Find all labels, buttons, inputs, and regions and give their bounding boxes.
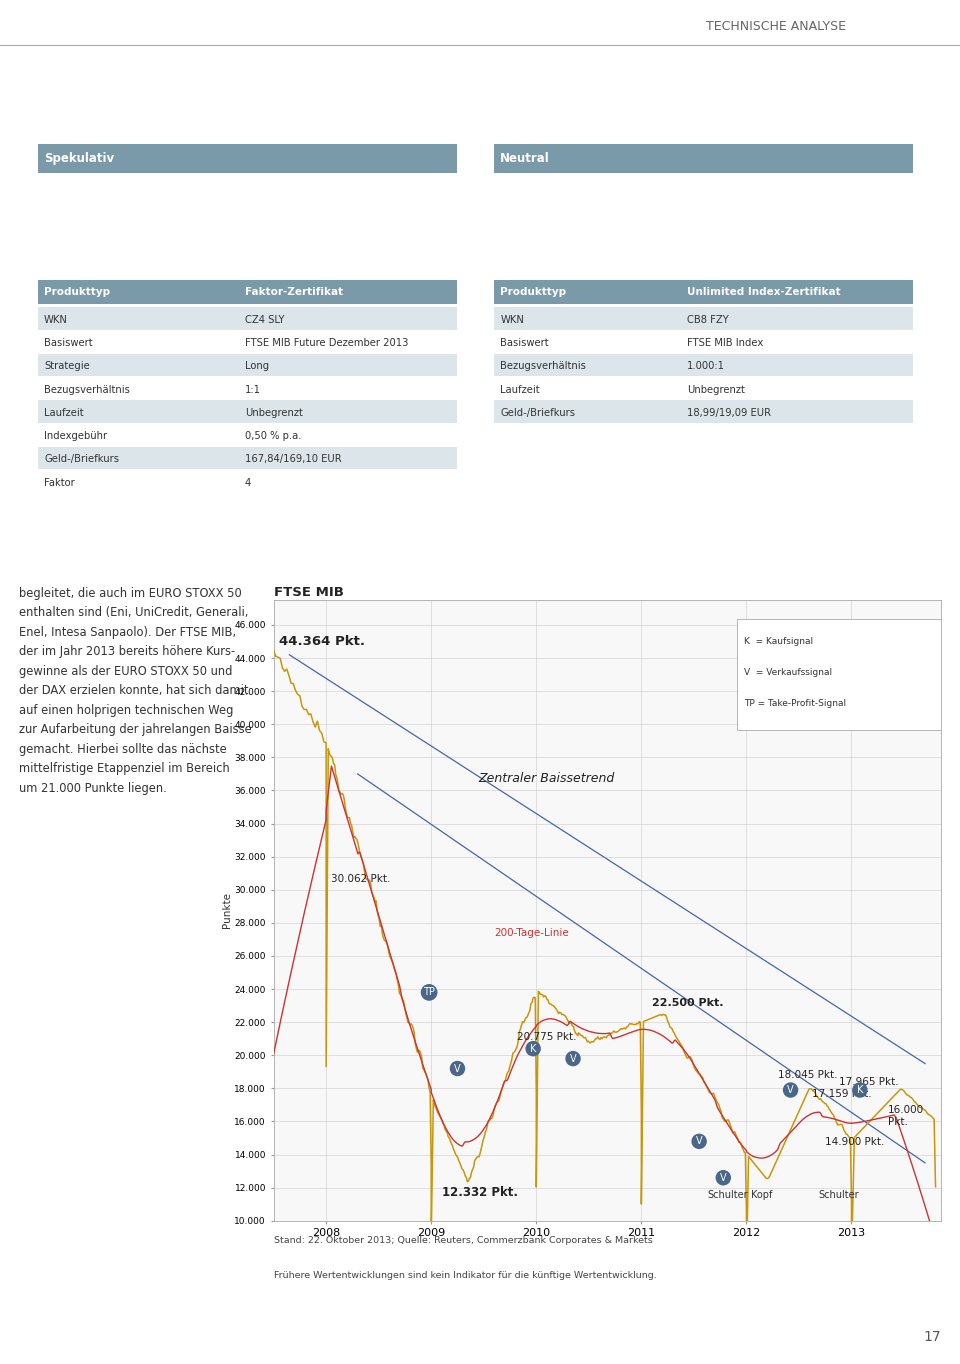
Text: Schulter: Schulter: [819, 1189, 859, 1199]
Text: 16.000
Pkt.: 16.000 Pkt.: [888, 1105, 924, 1127]
Text: Faktor: Faktor: [44, 477, 75, 487]
Text: Produkttyp: Produkttyp: [44, 286, 110, 297]
Text: Geld-/Briefkurs: Geld-/Briefkurs: [500, 408, 575, 417]
Text: TECHNISCHE ANALYSE: TECHNISCHE ANALYSE: [706, 19, 846, 33]
Bar: [737, 619, 944, 731]
Text: 17.965 Pkt.: 17.965 Pkt.: [839, 1078, 899, 1087]
Text: CZ4 SLY: CZ4 SLY: [245, 315, 284, 325]
Text: 167,84/169,10 EUR: 167,84/169,10 EUR: [245, 454, 342, 464]
Text: Stand: 25. Oktober 2013; Quelle: Commerzbank Corporates & Markets. Die Darstellu: Stand: 25. Oktober 2013; Quelle: Commerz…: [42, 507, 714, 517]
Text: 18.045 Pkt.: 18.045 Pkt.: [778, 1071, 837, 1080]
Text: Neutral: Neutral: [500, 153, 550, 165]
Bar: [37, 447, 457, 469]
Bar: [493, 376, 913, 400]
Bar: [37, 376, 457, 400]
Text: V: V: [787, 1084, 794, 1095]
Text: Produkttyp: Produkttyp: [500, 286, 566, 297]
Text: ANLAGEIDEE: ANLAGEIDEE: [42, 79, 141, 93]
Bar: [37, 353, 457, 376]
Text: 44.364 Pkt.: 44.364 Pkt.: [278, 634, 365, 648]
Text: V: V: [720, 1173, 727, 1183]
Text: Strategie: Strategie: [44, 361, 90, 371]
Text: Zentraler Baissetrend: Zentraler Baissetrend: [478, 772, 614, 786]
Bar: [493, 400, 913, 423]
Text: begleitet, die auch im EURO STOXX 50
enthalten sind (Eni, UniCredit, Generali,
E: begleitet, die auch im EURO STOXX 50 ent…: [19, 587, 252, 794]
Text: Mit dem Unlimited Index-Zertifikat auf den FTSE
MIB können Anleger eins zu eins : Mit dem Unlimited Index-Zertifikat auf d…: [500, 179, 782, 246]
Bar: [493, 280, 913, 304]
Text: WKN: WKN: [44, 315, 68, 325]
Text: Die maßgeblichen Produktinformationen stehen im Internet unter www.zertifikate.c: Die maßgeblichen Produktinformationen st…: [42, 527, 589, 536]
Text: K: K: [530, 1043, 537, 1053]
Text: Bezugsverhältnis: Bezugsverhältnis: [44, 385, 130, 394]
Text: 30.062 Pkt.: 30.062 Pkt.: [331, 873, 391, 884]
Text: 20.775 Pkt.: 20.775 Pkt.: [517, 1033, 577, 1042]
Text: 12.332 Pkt.: 12.332 Pkt.: [442, 1185, 517, 1199]
Bar: [37, 424, 457, 446]
Text: Frühere Wertentwicklungen sind kein Indikator für die künftige Wertentwicklung.: Frühere Wertentwicklungen sind kein Indi…: [274, 1271, 657, 1279]
Bar: [37, 330, 457, 353]
Bar: [37, 145, 457, 173]
Bar: [37, 400, 457, 423]
Text: Stand: 22. Oktober 2013; Quelle: Reuters, Commerzbank Corporates & Markets: Stand: 22. Oktober 2013; Quelle: Reuters…: [274, 1236, 653, 1245]
Text: Long: Long: [245, 361, 269, 371]
Text: Indexgebühr: Indexgebühr: [44, 431, 108, 441]
Text: 1.000:1: 1.000:1: [687, 361, 726, 371]
Text: Geld-/Briefkurs: Geld-/Briefkurs: [44, 454, 119, 464]
Bar: [493, 145, 913, 173]
Text: Laufzeit: Laufzeit: [500, 385, 540, 394]
Text: 22.500 Pkt.: 22.500 Pkt.: [652, 997, 723, 1008]
Text: V: V: [454, 1064, 461, 1073]
Text: 200-Tage-Linie: 200-Tage-Linie: [494, 928, 569, 938]
Text: 17: 17: [924, 1330, 941, 1344]
Text: 14.900 Pkt.: 14.900 Pkt.: [826, 1136, 884, 1147]
Text: 0,50 % p.a.: 0,50 % p.a.: [245, 431, 301, 441]
Bar: [37, 307, 457, 330]
Text: FTSE MIB Index: FTSE MIB Index: [687, 338, 763, 348]
Text: Faktor-Zertifikat: Faktor-Zertifikat: [245, 286, 343, 297]
Text: Bezugsverhältnis: Bezugsverhältnis: [500, 361, 587, 371]
Text: FTSE MIB Future Dezember 2013: FTSE MIB Future Dezember 2013: [245, 338, 408, 348]
Text: CB8 FZY: CB8 FZY: [687, 315, 729, 325]
Text: K  = Kaufsignal: K = Kaufsignal: [744, 637, 813, 645]
Text: 1:1: 1:1: [245, 385, 261, 394]
Bar: [493, 353, 913, 376]
Text: WKN: WKN: [500, 315, 524, 325]
Text: Mit dem Faktor-Zertifikat 4x Long auf den FTSE MIB Future können Anleger gehebel: Mit dem Faktor-Zertifikat 4x Long auf de…: [44, 179, 617, 246]
Text: TP: TP: [423, 988, 435, 997]
Bar: [493, 330, 913, 353]
Text: 4: 4: [245, 477, 252, 487]
Text: Schulter: Schulter: [708, 1189, 748, 1199]
Text: K: K: [856, 1084, 863, 1095]
Text: Unlimited Index-Zertifikat: Unlimited Index-Zertifikat: [687, 286, 841, 297]
Text: Basiswert: Basiswert: [44, 338, 93, 348]
Text: Kopf: Kopf: [752, 1189, 773, 1199]
Bar: [37, 471, 457, 492]
Bar: [37, 280, 457, 304]
Bar: [493, 307, 913, 330]
Text: Laufzeit: Laufzeit: [44, 408, 84, 417]
Text: Unbegrenzt: Unbegrenzt: [245, 408, 302, 417]
Text: Basiswert: Basiswert: [500, 338, 549, 348]
Text: V: V: [569, 1053, 576, 1064]
Y-axis label: Punkte: Punkte: [222, 892, 231, 929]
Text: V  = Verkaufssignal: V = Verkaufssignal: [744, 667, 832, 677]
Text: Unbegrenzt: Unbegrenzt: [687, 385, 745, 394]
Text: 17.159 Pkt.: 17.159 Pkt.: [811, 1088, 871, 1098]
Text: 18,99/19,09 EUR: 18,99/19,09 EUR: [687, 408, 772, 417]
Text: TP = Take-Profit-Signal: TP = Take-Profit-Signal: [744, 698, 846, 708]
Text: FTSE MIB: FTSE MIB: [274, 587, 344, 599]
Text: V: V: [696, 1136, 703, 1146]
Text: Spekulativ: Spekulativ: [44, 153, 114, 165]
